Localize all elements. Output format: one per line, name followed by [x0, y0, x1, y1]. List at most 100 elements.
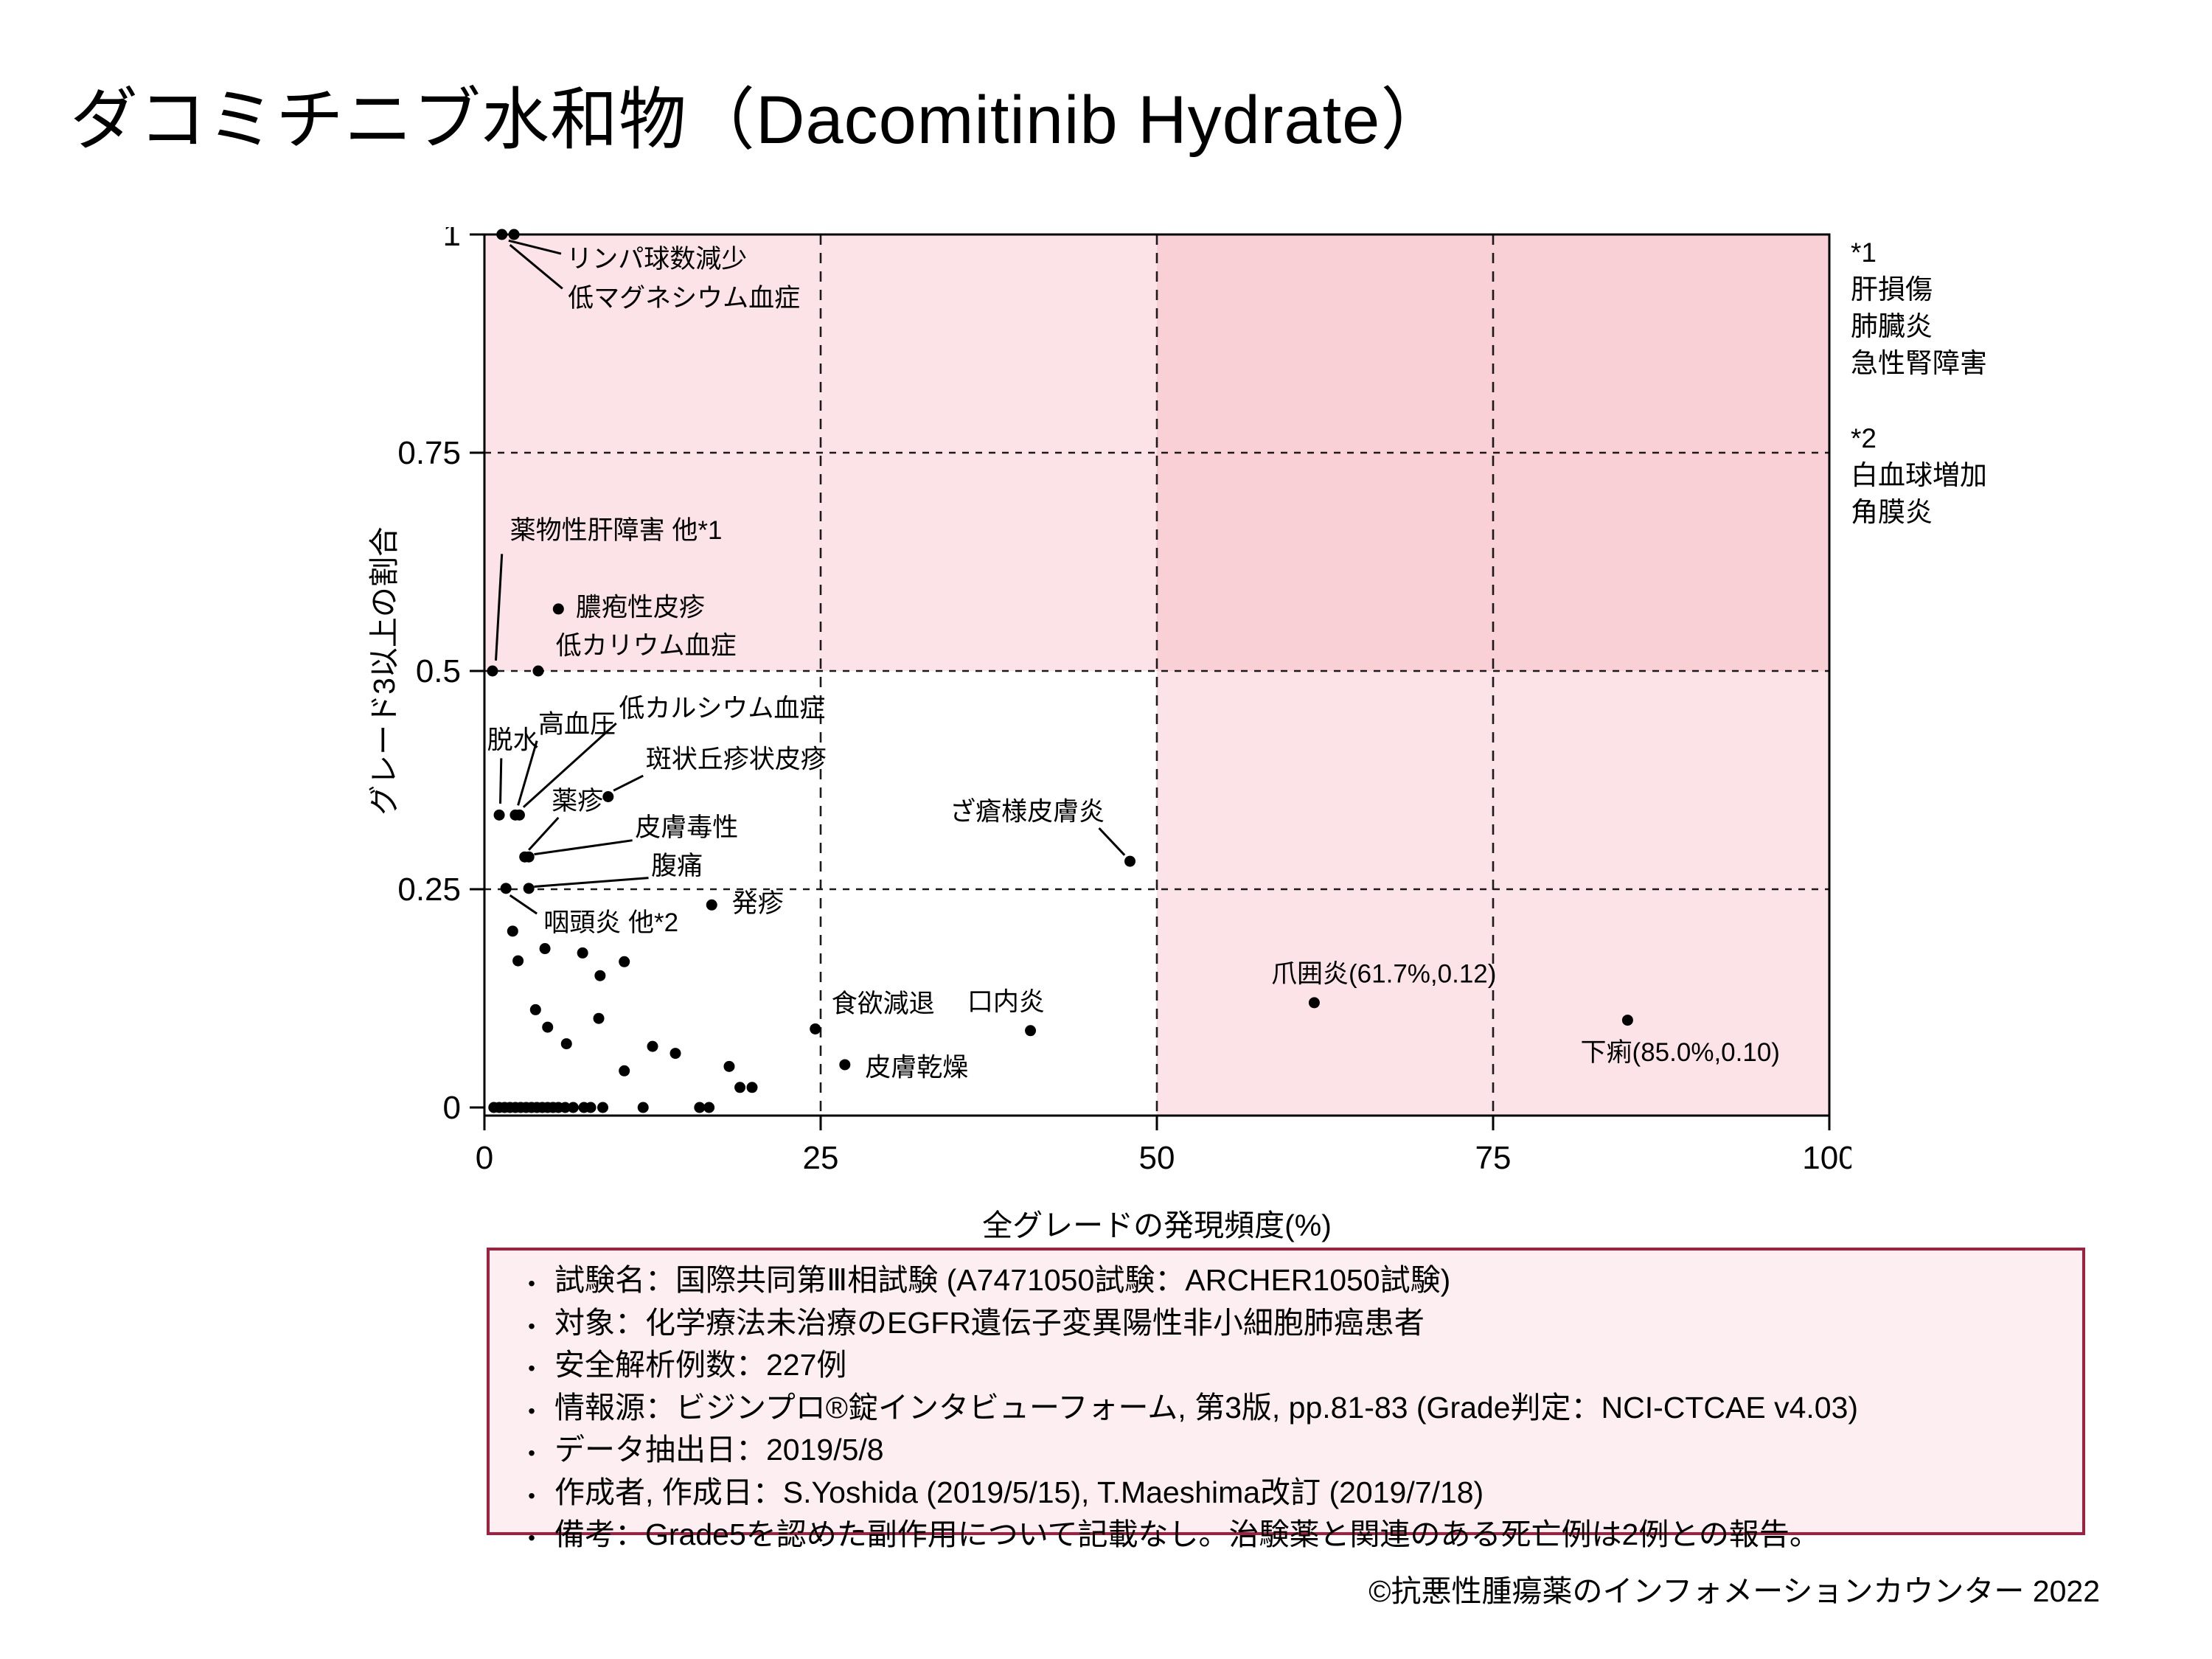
leader-line	[509, 894, 538, 915]
point-zero-grade3	[703, 1102, 715, 1113]
band-high-frequency	[1157, 234, 1829, 1116]
footnote-line: 角膜炎	[1851, 497, 1933, 527]
leader-line	[534, 877, 649, 888]
y-tick-label-1: 1	[443, 227, 461, 253]
footnote-panel: *1 肝損傷肺臓炎急性腎障害 *2 白血球増加角膜炎	[1851, 234, 2160, 569]
info-line-text: 情報源：ビジンプロ®錠インタビューフォーム, 第3版, pp.81-83 (Gr…	[554, 1390, 1859, 1425]
footnote-line: 白血球増加	[1851, 460, 1987, 490]
point-label: ざ瘡様皮膚炎	[950, 797, 1105, 826]
point-label: 高血圧	[538, 710, 616, 739]
x-axis-title: 全グレードの発現頻度(%)	[982, 1208, 1332, 1242]
point-label: 薬物性肝障害 他*1	[510, 516, 723, 545]
footnote-block-1: *1 肝損傷肺臓炎急性腎障害	[1851, 234, 2160, 382]
point-label: 腹痛	[651, 852, 703, 880]
study-info-box: • 試験名：国際共同第Ⅲ相試験 (A7471050試験：ARCHER1050試験)…	[487, 1248, 2085, 1551]
point-label: 脱水	[487, 726, 539, 754]
point-labeled-adverse-event	[500, 883, 512, 894]
point-label: 食欲減退	[832, 990, 935, 1018]
point-labeled-adverse-event	[839, 1059, 851, 1071]
gridlines	[484, 234, 1829, 1116]
x-tick-label-25: 25	[803, 1140, 839, 1176]
point-label: 皮膚乾燥	[865, 1053, 968, 1082]
footnote-line: 急性腎障害	[1851, 348, 1987, 378]
point-zero-grade3	[597, 1102, 609, 1113]
bullet-icon: •	[528, 1441, 535, 1464]
leader-line	[534, 839, 633, 856]
point-adverse-event	[647, 1040, 658, 1052]
bullet-icon: •	[528, 1526, 535, 1549]
y-tick-label-0: 0	[443, 1090, 461, 1126]
point-label: 低マグネシウム血症	[568, 284, 800, 313]
point-labeled-adverse-event	[810, 1023, 821, 1034]
info-line: • 備考：Grade5を認めた副作用について記載なし。治験薬と関連のある死亡例は2…	[509, 1515, 2075, 1558]
point-labeled-adverse-event	[532, 665, 544, 677]
point-zero-grade3	[637, 1102, 649, 1113]
info-line: • データ抽出日：2019/5/8	[509, 1430, 2075, 1473]
footnote-line: 肝損傷	[1851, 274, 1933, 305]
point-labeled-adverse-event	[1621, 1015, 1633, 1026]
point-labeled-adverse-event	[523, 851, 535, 863]
scatter-plot: 0 25 50 75 100 0 0.25 0.5 0.75 1 リンパ球数減少低マグネシウム血症…	[367, 227, 1851, 1242]
point-labeled-adverse-event	[496, 229, 508, 240]
leader-line	[517, 740, 538, 806]
point-zero-grade3	[559, 1102, 571, 1113]
point-adverse-event	[593, 1012, 605, 1024]
info-line-text: 試験名：国際共同第Ⅲ相試験 (A7471050試験：ARCHER1050試験)	[554, 1263, 1451, 1297]
annotation-leader-lines	[495, 239, 1126, 915]
axis-ticks: 0 25 50 75 100 0 0.25 0.5 0.75 1	[397, 227, 1851, 1176]
point-adverse-event	[619, 1065, 630, 1077]
point-adverse-event	[539, 943, 551, 955]
point-label: 口内炎	[967, 988, 1045, 1017]
info-line-text: データ抽出日：2019/5/8	[554, 1433, 884, 1467]
point-label: 斑状丘疹状皮疹	[646, 745, 827, 773]
footnote-line: *2	[1851, 423, 1877, 453]
point-adverse-event	[619, 956, 630, 967]
info-line: • 作成者, 作成日：S.Yoshida (2019/5/15), T.Maesh…	[509, 1473, 2075, 1516]
point-labeled-adverse-event	[523, 883, 535, 894]
point-labeled-adverse-event	[552, 603, 564, 615]
point-label: 薬疹	[552, 787, 603, 815]
x-tick-label-50: 50	[1139, 1140, 1175, 1176]
point-zero-grade3	[694, 1102, 706, 1113]
point-labeled-adverse-event	[513, 809, 525, 821]
leader-line	[508, 239, 562, 255]
point-label: 咽頭炎 他*2	[543, 908, 678, 937]
footnote-line: *1	[1851, 237, 1877, 268]
bullet-icon: •	[528, 1357, 535, 1380]
point-adverse-event	[723, 1060, 735, 1072]
point-labeled-adverse-event	[1308, 997, 1320, 1009]
y-tick-label-0.75: 0.75	[397, 435, 461, 471]
point-adverse-event	[577, 947, 588, 959]
bullet-icon: •	[528, 1399, 535, 1422]
info-line: • 対象：化学療法未治療のEGFR遺伝子変異陽性非小細胞肺癌患者	[509, 1304, 2075, 1346]
point-labeled-adverse-event	[602, 790, 614, 802]
bullet-icon: •	[528, 1484, 535, 1507]
point-labeled-adverse-event	[706, 899, 717, 911]
footnote-line: 肺臓炎	[1851, 311, 1933, 341]
copyright-credit: ©抗悪性腫瘍薬のインフォメーションカウンター 2022	[1368, 1574, 2100, 1608]
point-adverse-event	[669, 1048, 681, 1060]
y-axis-title: グレード3以上の割合	[367, 526, 401, 815]
point-labeled-adverse-event	[493, 809, 505, 821]
leader-line	[1098, 827, 1126, 856]
footnote-block-2: *2 白血球増加角膜炎	[1851, 420, 2160, 531]
point-label: 膿疱性皮疹	[576, 593, 705, 622]
point-label: 発疹	[732, 889, 784, 918]
point-zero-grade3	[567, 1102, 579, 1113]
x-tick-label-0: 0	[476, 1140, 493, 1176]
info-line-text: 安全解析例数：227例	[554, 1348, 847, 1382]
point-labeled-adverse-event	[1025, 1025, 1037, 1037]
y-tick-label-0.5: 0.5	[416, 653, 461, 689]
leader-line	[509, 244, 563, 290]
data-points	[487, 229, 1633, 1113]
bullet-icon: •	[528, 1314, 535, 1338]
point-label: 下痢(85.0%,0.10)	[1581, 1038, 1780, 1067]
point-label: 低カリウム血症	[556, 631, 737, 660]
leader-line	[613, 774, 644, 792]
point-labeled-adverse-event	[1124, 855, 1136, 867]
leader-line	[528, 816, 560, 851]
info-line-text: 作成者, 作成日：S.Yoshida (2019/5/15), T.Maeshi…	[554, 1475, 1484, 1509]
point-label: 低カルシウム血症	[619, 695, 825, 723]
point-adverse-event	[512, 955, 524, 967]
